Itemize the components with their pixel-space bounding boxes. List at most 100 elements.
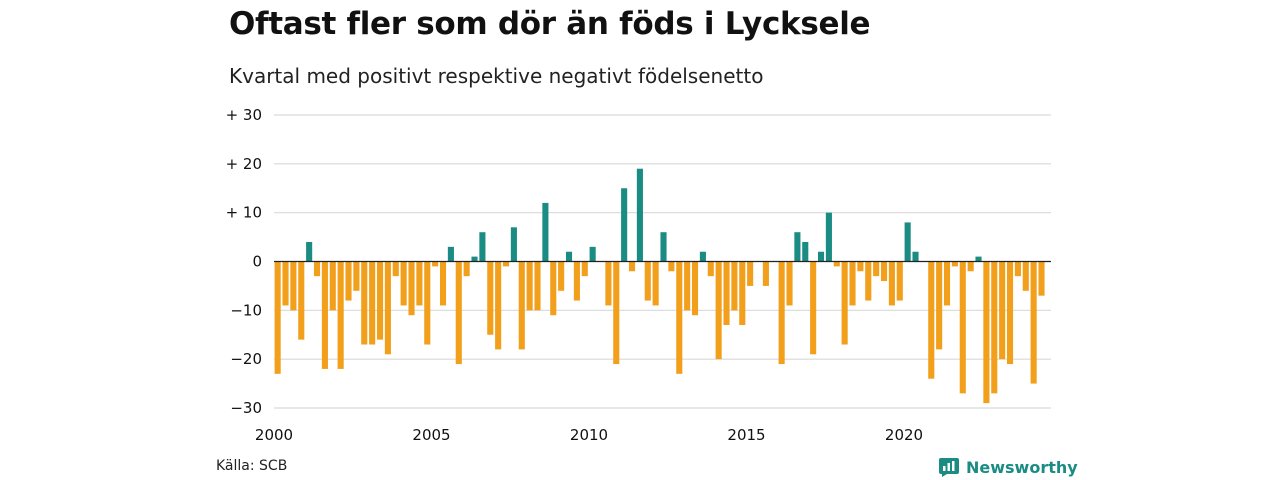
- bar-negative: [928, 261, 935, 379]
- bar-negative: [613, 261, 620, 365]
- bar-negative: [762, 261, 769, 286]
- y-tick-label: −10: [230, 301, 262, 319]
- bar-negative: [439, 261, 447, 306]
- bar-positive: [510, 227, 517, 262]
- bar-negative: [282, 261, 289, 306]
- bar-positive: [699, 251, 706, 262]
- bar-positive: [479, 232, 486, 262]
- bar-positive: [904, 222, 911, 262]
- bar-negative: [376, 261, 384, 340]
- bar-negative: [329, 261, 336, 311]
- chart-title: Oftast fler som dör än föds i Lycksele: [229, 6, 871, 42]
- bar-negative: [676, 261, 683, 374]
- y-tick-label: −30: [230, 399, 262, 417]
- newsworthy-logo-icon: [939, 458, 959, 477]
- bar-negative: [880, 261, 888, 282]
- bar-positive: [802, 241, 809, 262]
- x-tick-label: 2010: [570, 426, 608, 444]
- bar-negative: [999, 261, 1006, 360]
- bars: [274, 168, 1045, 404]
- bar-negative: [715, 261, 722, 360]
- bar-negative: [361, 261, 368, 345]
- y-axis-ticks: + 30 + 20 + 10 0 −10 −20 −30: [226, 106, 262, 417]
- bar-positive: [975, 256, 982, 262]
- bar-negative: [1030, 261, 1037, 384]
- brand-logo: Newsworthy: [938, 456, 1078, 478]
- bar-negative: [786, 261, 793, 306]
- x-tick-label: 2020: [885, 426, 923, 444]
- bar-negative: [833, 261, 840, 267]
- x-axis-ticks: 2000 2005 2010 2015 2020: [255, 426, 923, 444]
- bar-negative: [290, 261, 297, 311]
- bar-negative: [644, 261, 651, 301]
- bar-negative: [424, 261, 431, 345]
- x-tick-label: 2015: [727, 426, 765, 444]
- bar-negative: [274, 261, 281, 374]
- bar-negative: [1014, 261, 1021, 277]
- bar-positive: [621, 188, 628, 262]
- bar-negative: [943, 261, 951, 306]
- bar-negative: [495, 261, 502, 350]
- bar-negative: [550, 261, 557, 316]
- bar-negative: [463, 261, 470, 277]
- bar-negative: [857, 261, 864, 272]
- bar-positive: [660, 232, 667, 262]
- x-tick-label: 2000: [255, 426, 293, 444]
- bar-positive: [817, 251, 825, 262]
- bar-negative: [778, 261, 785, 365]
- bar-negative: [487, 261, 494, 335]
- y-tick-label: + 10: [226, 204, 262, 222]
- bar-negative: [321, 261, 328, 369]
- bar-negative: [392, 261, 399, 277]
- bar-negative: [936, 261, 943, 350]
- bar-negative: [502, 261, 510, 267]
- bar-negative: [581, 261, 588, 277]
- bar-negative: [739, 261, 746, 325]
- bar-negative: [959, 261, 966, 394]
- bar-negative: [896, 261, 903, 301]
- bar-negative: [628, 261, 636, 272]
- bar-positive: [565, 251, 573, 262]
- bar-negative: [668, 261, 675, 272]
- bar-negative: [1038, 261, 1045, 296]
- bar-negative: [707, 261, 714, 277]
- bar-negative: [298, 261, 305, 340]
- bar-negative: [313, 261, 321, 277]
- bar-negative: [416, 261, 423, 306]
- bar-negative: [345, 261, 352, 301]
- y-tick-label: + 20: [226, 155, 262, 173]
- bar-negative: [691, 261, 699, 316]
- bar-negative: [384, 261, 391, 355]
- bar-negative: [400, 261, 407, 306]
- bar-negative: [573, 261, 580, 301]
- bar-positive: [447, 246, 454, 262]
- bar-negative: [951, 261, 958, 267]
- bar-negative: [369, 261, 376, 345]
- bar-negative: [518, 261, 525, 350]
- bar-negative: [526, 261, 533, 311]
- bar-negative: [337, 261, 344, 369]
- brand-name: Newsworthy: [966, 457, 1078, 477]
- bar-positive: [636, 168, 643, 262]
- bar-negative: [558, 261, 565, 291]
- bar-negative: [747, 261, 754, 286]
- bar-positive: [794, 232, 801, 262]
- bar-negative: [967, 261, 974, 272]
- bar-positive: [912, 251, 919, 262]
- bar-negative: [652, 261, 659, 306]
- bar-negative: [865, 261, 872, 301]
- bar-negative: [873, 261, 880, 277]
- bar-negative: [1006, 261, 1014, 365]
- bar-negative: [408, 261, 415, 316]
- x-tick-label: 2005: [412, 426, 450, 444]
- bar-negative: [605, 261, 612, 306]
- y-tick-label: −20: [230, 350, 262, 368]
- bar-negative: [810, 261, 817, 355]
- bar-negative: [983, 261, 990, 404]
- bar-negative: [991, 261, 998, 394]
- bar-negative: [455, 261, 462, 365]
- bar-positive: [471, 256, 478, 262]
- bar-positive: [589, 246, 596, 262]
- gridlines: [274, 114, 1051, 409]
